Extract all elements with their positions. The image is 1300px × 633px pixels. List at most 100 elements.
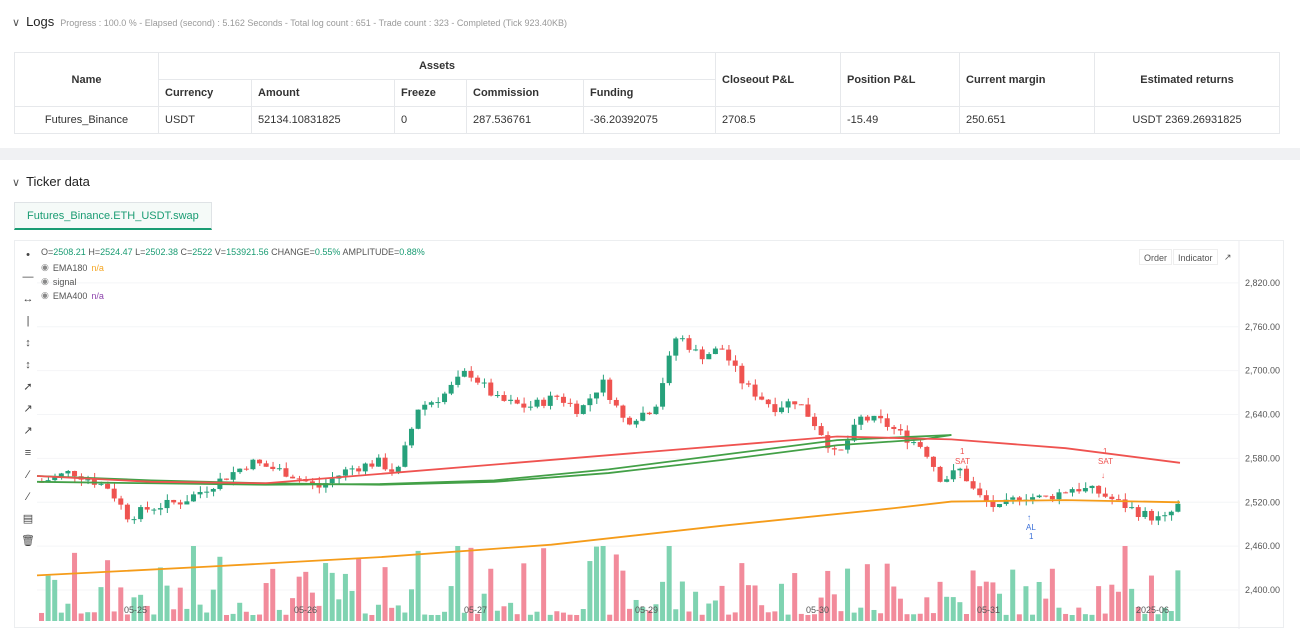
candle-body (937, 466, 943, 482)
signal-label: AL (1026, 523, 1036, 532)
vline2-icon[interactable]: ↕ (25, 337, 31, 349)
candle-body (501, 395, 507, 401)
candle-body (818, 426, 824, 436)
o-label: O= (41, 247, 54, 257)
hray-icon[interactable]: ↔ (22, 293, 34, 305)
volume-bar (930, 613, 936, 621)
candle-body (131, 519, 137, 521)
candle-body (805, 404, 811, 417)
volume-bar (415, 550, 421, 621)
candle-body (223, 478, 230, 480)
sell-arrow-icon: ↓ (958, 471, 962, 480)
trend-icon[interactable]: ➚ (23, 381, 33, 393)
legend-ema180[interactable]: ◉ EMA180 n/a (41, 262, 104, 273)
volume-bar (342, 573, 348, 621)
volume-bar (508, 602, 514, 621)
candle-body (547, 395, 553, 406)
candle-body (1135, 507, 1141, 518)
volume-bar (560, 612, 566, 621)
volume-bar (190, 546, 196, 621)
candle-body (230, 472, 236, 480)
candle-body (475, 377, 481, 383)
volume-bar (607, 614, 613, 621)
buy-arrow-icon: ↑ (1027, 513, 1031, 522)
volume-bar (627, 608, 633, 621)
volume-bar (732, 612, 738, 621)
candle-body (442, 393, 448, 403)
legend-ema180-value: n/a (91, 262, 104, 273)
volume-bar (85, 612, 91, 621)
x-tick-label: 2025-06 (1136, 605, 1169, 615)
hline-icon[interactable]: — (22, 271, 34, 283)
trash-icon[interactable]: 🗑 (21, 535, 35, 547)
volume-bar (461, 612, 467, 621)
vline3-icon[interactable]: ↕ (25, 359, 31, 371)
candle-body (878, 415, 884, 419)
measure-icon[interactable]: ▤ (22, 513, 34, 525)
volume-bar (316, 605, 322, 621)
pitchfork-icon[interactable]: ∕ (27, 491, 29, 503)
volume-bar (1076, 607, 1082, 621)
volume-bar (177, 587, 183, 621)
vline-icon[interactable]: | (26, 315, 30, 327)
volume-bar (944, 596, 950, 621)
candle-body (666, 355, 672, 384)
parallel-icon[interactable]: ∕ (27, 469, 29, 481)
legend-signal[interactable]: ◉ signal (41, 276, 76, 287)
fib-icon[interactable]: ≡ (24, 447, 32, 459)
candle-body (527, 406, 533, 408)
logs-header[interactable]: ∨ Logs Progress : 100.0 % - Elapsed (sec… (12, 14, 567, 29)
candle-body (138, 507, 144, 520)
eye-icon[interactable]: ◉ (41, 290, 49, 300)
candle-body (1003, 499, 1009, 505)
col-freeze: Freeze (394, 79, 467, 107)
indicator-button[interactable]: Indicator (1173, 249, 1218, 265)
price-chart[interactable]: 2,820.00 2,760.00 2,700.00 2,640.00 2,580.00… (15, 241, 1285, 629)
volume-bar (679, 581, 685, 621)
candle-body (197, 491, 203, 495)
eye-icon[interactable]: ◉ (41, 262, 49, 272)
candle-body (785, 401, 791, 408)
order-button[interactable]: Order (1139, 249, 1173, 265)
volume-bar (646, 610, 652, 621)
cell-position: -15.49 (840, 106, 960, 134)
volume-bar (778, 583, 784, 621)
volume-bar (395, 605, 401, 621)
volume-bar (845, 568, 851, 621)
candle-body (448, 384, 454, 394)
tab-eth-usdt-swap[interactable]: Futures_Binance.ETH_USDT.swap (14, 202, 212, 230)
volume-bar (151, 614, 157, 621)
volume-bar (111, 611, 117, 621)
candle-body (243, 468, 249, 470)
chart-container[interactable]: 2,820.00 2,760.00 2,700.00 2,640.00 2,580.00… (14, 240, 1285, 629)
volume-bar (257, 614, 263, 621)
candle-body (362, 463, 368, 472)
ray-icon[interactable]: ↗ (23, 403, 33, 415)
extended-icon[interactable]: ↗ (23, 425, 33, 437)
volume-bar (798, 613, 804, 621)
cursor-icon[interactable]: • (26, 249, 30, 261)
candle-body (541, 399, 547, 406)
candle-body (204, 491, 210, 493)
candle-body (580, 405, 586, 414)
volume-bar (653, 604, 659, 621)
h-value: 2524.47 (100, 247, 133, 257)
drawing-toolbar: • — ↔ | ↕ ↕ ➚ ↗ ↗ ≡ ∕ ∕ ▤ 🗑 (15, 241, 41, 629)
candle-body (514, 399, 520, 404)
eye-icon[interactable]: ◉ (41, 276, 49, 286)
ticker-header[interactable]: ∨ Ticker data (12, 174, 90, 189)
chevron-down-icon[interactable]: ∨ (12, 17, 21, 29)
fullscreen-icon[interactable]: ↗ (1220, 249, 1236, 265)
candle-body (587, 398, 593, 406)
volume-bar (1056, 607, 1062, 621)
chevron-down-icon[interactable]: ∨ (12, 177, 21, 189)
candle-body (997, 504, 1003, 508)
candle-body (838, 449, 844, 451)
candle-body (858, 416, 864, 425)
legend-ema400[interactable]: ◉ EMA400 n/a (41, 290, 104, 301)
volume-bar (745, 585, 751, 621)
amplitude-value: 0.88% (399, 247, 425, 257)
volume-bar (422, 614, 428, 621)
volume-bar (1122, 546, 1128, 621)
candle-body (468, 370, 474, 378)
